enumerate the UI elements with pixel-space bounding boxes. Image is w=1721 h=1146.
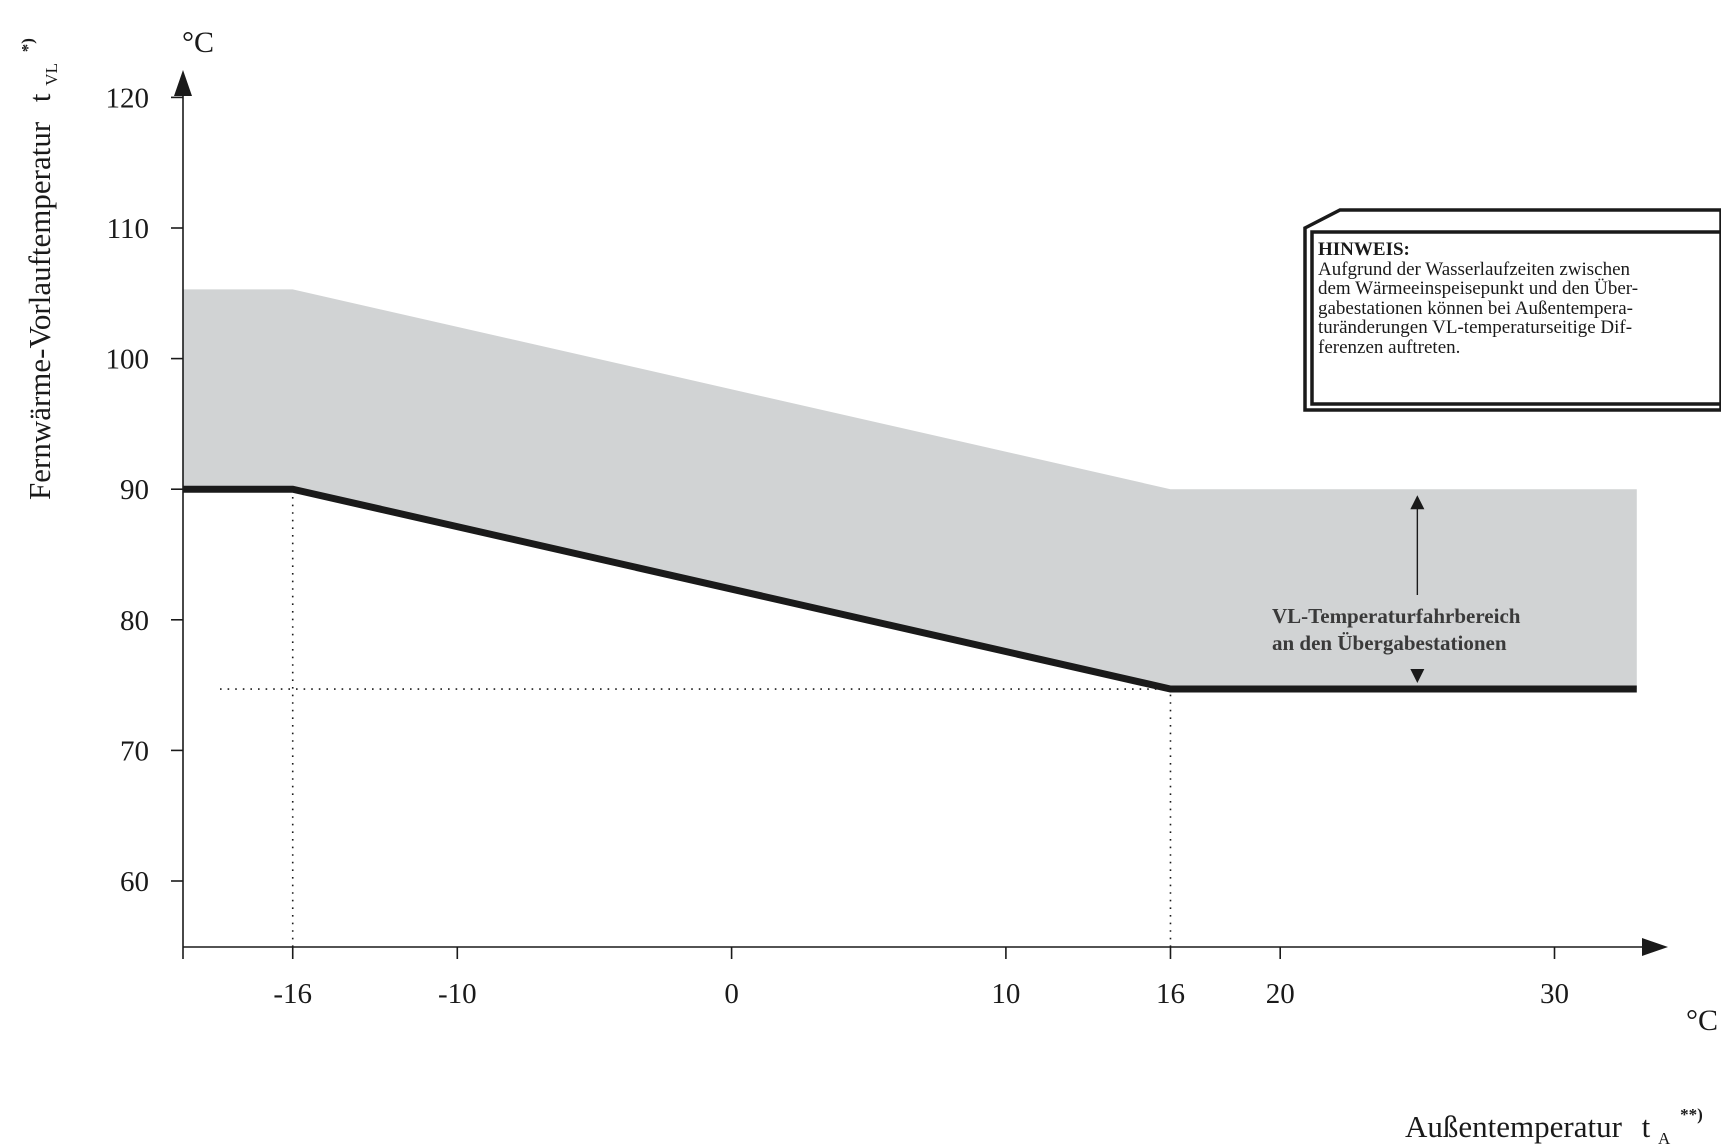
x-tick-label: 16	[1156, 978, 1185, 1010]
band-label-line-1: VL-Temperaturfahrbereich	[1272, 604, 1521, 628]
note-line: ferenzen auftreten.	[1318, 336, 1461, 358]
note-line: Aufgrund der Wasserlaufzeiten zwischen	[1318, 258, 1631, 280]
reference-lines	[220, 489, 1172, 947]
minimum-supply-temperature-line	[183, 485, 1637, 693]
note-title: HINWEIS:	[1318, 240, 1410, 260]
y-tick-label: 90	[120, 474, 149, 506]
y-axis-arrowhead	[174, 70, 192, 96]
note-box: HINWEIS: Aufgrund der Wasserlaufzeiten z…	[1318, 240, 1721, 400]
y-axis-unit: °C	[182, 26, 214, 59]
x-tick-label: 10	[991, 978, 1020, 1010]
x-axis-unit: °C	[1686, 1004, 1718, 1037]
x-tick-label: 0	[724, 978, 739, 1010]
temperature-band-area	[183, 289, 1637, 690]
axes	[174, 70, 1668, 956]
band-label-line-2: an den Übergabestationen	[1272, 631, 1507, 655]
y-tick-label: 100	[106, 344, 150, 376]
x-tick-label: 30	[1540, 978, 1569, 1010]
x-tick-label: 20	[1266, 978, 1295, 1010]
y-axis-title-text: Fernwärme-Vorlauftemperatur	[22, 121, 57, 500]
y-tick-label: 60	[120, 866, 149, 898]
y-axis-symbol-superscript: *)	[18, 38, 37, 52]
note-line: turänderungen VL-temperaturseitige Dif-	[1318, 317, 1633, 339]
y-ticks: 60 70 80 90 100 110 120	[106, 82, 183, 898]
x-tick-label: -16	[273, 978, 312, 1010]
y-axis-symbol-subscript: VL	[42, 63, 61, 86]
y-tick-label: 70	[120, 735, 149, 767]
y-tick-label: 110	[107, 213, 149, 245]
note-box-frame	[1303, 208, 1721, 412]
x-axis-arrowhead	[1642, 938, 1668, 956]
x-tick-label: -10	[438, 978, 477, 1010]
y-tick-label: 120	[106, 82, 150, 114]
note-line: gabestationen können bei Außentempera-	[1318, 297, 1633, 319]
note-line: dem Wärmeeinspeisepunkt und den Über-	[1318, 278, 1639, 300]
y-axis-symbol: t	[22, 93, 57, 102]
x-axis-symbol: t	[1642, 1109, 1651, 1144]
x-axis-title-text: Außentemperatur	[1405, 1109, 1623, 1144]
x-axis-symbol-subscript: A	[1658, 1129, 1671, 1146]
band-range-arrow	[1410, 495, 1425, 684]
y-axis-title: Fernwärme-Vorlauftemperatur t VL *)	[18, 38, 64, 500]
x-axis-symbol-superscript: **)	[1680, 1105, 1703, 1124]
x-ticks: -16 -10 0 10 16 20 30	[182, 947, 1569, 1010]
x-axis-title: Außentemperatur t A **)	[1405, 1105, 1703, 1146]
svg-text:Fernwärme-Vorlauftemperatur: Fernwärme-Vorlauftemperatur t VL *)	[18, 38, 64, 500]
y-tick-label: 80	[120, 605, 149, 637]
